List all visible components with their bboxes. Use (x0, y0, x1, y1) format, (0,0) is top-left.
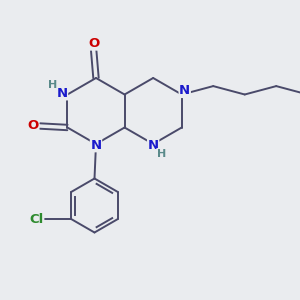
Text: N: N (90, 139, 102, 152)
Text: O: O (28, 119, 39, 132)
Text: N: N (179, 84, 190, 98)
Text: N: N (56, 87, 68, 100)
Text: O: O (88, 37, 99, 50)
Text: Cl: Cl (29, 212, 44, 226)
Text: H: H (48, 80, 57, 90)
Text: H: H (157, 148, 166, 159)
Text: N: N (148, 139, 159, 152)
